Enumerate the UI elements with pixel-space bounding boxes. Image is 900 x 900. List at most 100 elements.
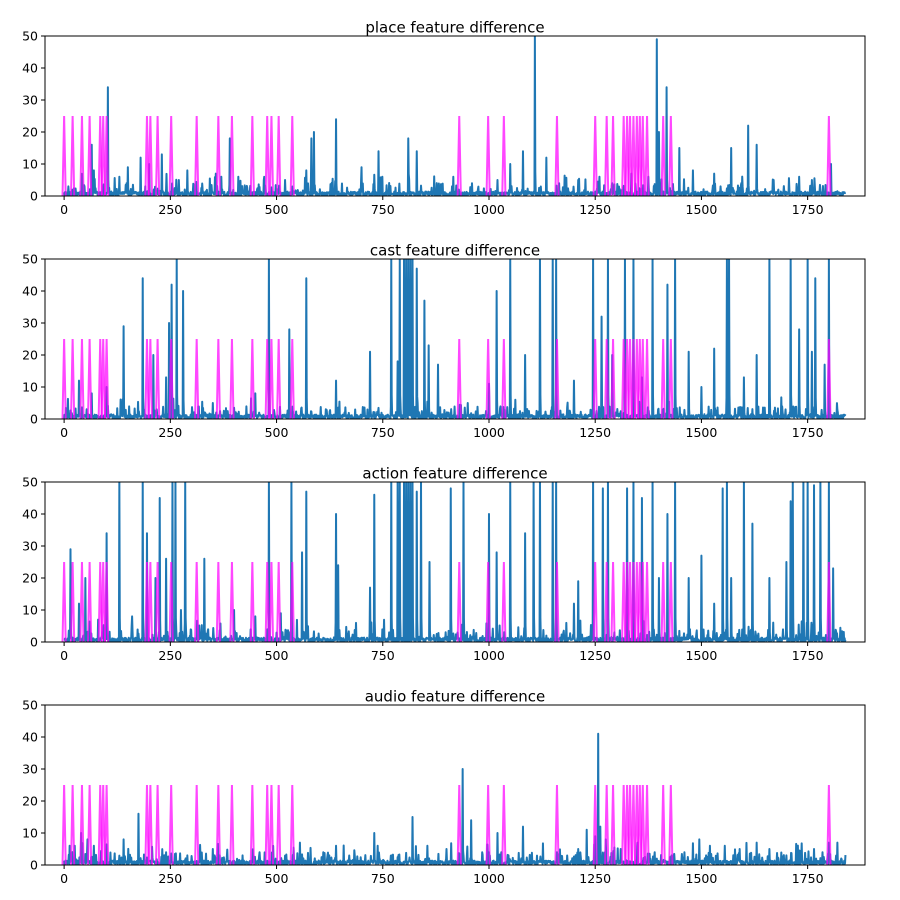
marker-line <box>154 338 161 419</box>
marker-line <box>621 561 627 642</box>
marker-line <box>610 561 616 642</box>
marker-line <box>229 784 235 865</box>
marker-line <box>644 784 650 865</box>
marker-line <box>621 115 627 196</box>
marker-line <box>268 338 275 419</box>
marker-line <box>826 115 832 196</box>
chart-title: cast feature difference <box>370 242 540 260</box>
panel-4: 0 250 500 750 1000 1250 1500 1750 0 10 20 30 40 50 aud… <box>22 688 866 886</box>
x-tick-label: 1000 <box>473 648 505 663</box>
marker-lines <box>61 115 832 196</box>
y-tick-label: 40 <box>22 284 38 299</box>
y-tick-label: 50 <box>22 29 38 44</box>
marker-lines <box>61 338 832 419</box>
marker-line <box>264 338 270 419</box>
x-tick-label: 1500 <box>686 648 718 663</box>
x-tick-label: 1250 <box>579 648 611 663</box>
marker-line <box>100 561 106 642</box>
chart-title: audio feature difference <box>365 688 546 706</box>
x-tick-label: 1500 <box>686 202 718 217</box>
chart-title: action feature difference <box>362 465 547 483</box>
marker-line <box>644 561 650 642</box>
y-tick-label: 10 <box>22 826 38 841</box>
plot-area <box>61 482 847 642</box>
marker-line <box>456 561 462 642</box>
marker-line <box>627 784 633 865</box>
marker-line <box>826 338 832 419</box>
marker-line <box>456 784 462 865</box>
x-tick-label: 750 <box>371 648 395 663</box>
y-tick-label: 50 <box>22 252 38 267</box>
marker-line <box>154 561 161 642</box>
x-tick-label: 750 <box>371 202 395 217</box>
marker-line <box>501 784 507 865</box>
marker-line <box>229 115 235 196</box>
marker-line <box>61 561 67 642</box>
marker-line <box>289 784 295 865</box>
y-tick-label: 30 <box>22 93 38 108</box>
marker-line <box>668 561 674 642</box>
marker-line <box>289 338 295 419</box>
marker-line <box>644 115 650 196</box>
y-tick-label: 0 <box>30 858 38 873</box>
marker-line <box>604 338 610 419</box>
marker-line <box>215 561 221 642</box>
marker-line <box>79 784 85 865</box>
panel-2: 0 250 500 750 1000 1250 1500 1750 0 10 20 30 40 50 cas… <box>22 242 866 440</box>
series-line <box>63 259 847 419</box>
y-tick-label: 0 <box>30 412 38 427</box>
marker-line <box>144 784 150 865</box>
x-tick-label: 1000 <box>473 425 505 440</box>
marker-line <box>168 115 174 196</box>
y-tick-label: 20 <box>22 571 38 586</box>
marker-line <box>61 338 67 419</box>
marker-line <box>668 784 674 865</box>
y-tick-label: 30 <box>22 539 38 554</box>
y-tick-label: 20 <box>22 125 38 140</box>
marker-line <box>194 784 200 865</box>
x-tick-label: 1000 <box>473 871 505 886</box>
marker-line <box>640 338 646 419</box>
x-tick-label: 250 <box>158 871 182 886</box>
x-tick-label: 1750 <box>792 425 824 440</box>
marker-line <box>249 115 255 196</box>
marker-line <box>70 561 76 642</box>
x-tick-label: 1000 <box>473 202 505 217</box>
series-line <box>63 36 847 196</box>
marker-line <box>100 784 106 865</box>
marker-line <box>592 784 598 865</box>
x-tick-label: 750 <box>371 871 395 886</box>
y-tick-label: 50 <box>22 698 38 713</box>
marker-line <box>826 784 832 865</box>
marker-lines <box>61 784 832 865</box>
plot-area <box>61 259 847 419</box>
marker-line <box>276 784 282 865</box>
marker-line <box>154 115 161 196</box>
marker-line <box>229 561 235 642</box>
marker-line <box>604 561 610 642</box>
marker-line <box>554 115 560 196</box>
marker-line <box>144 338 150 419</box>
marker-line <box>70 338 76 419</box>
y-tick-label: 40 <box>22 61 38 76</box>
marker-line <box>87 784 93 865</box>
marker-line <box>215 338 221 419</box>
marker-line <box>630 561 637 642</box>
marker-line <box>621 338 627 419</box>
marker-line <box>485 561 491 642</box>
marker-line <box>826 561 832 642</box>
y-tick-label: 0 <box>30 189 38 204</box>
marker-line <box>621 784 627 865</box>
marker-line <box>87 561 93 642</box>
marker-line <box>168 338 174 419</box>
x-tick-label: 1750 <box>792 871 824 886</box>
series-line <box>63 482 847 642</box>
y-tick-label: 20 <box>22 794 38 809</box>
panel-1: 0 250 500 750 1000 1250 1500 1750 0 10 20 30 40 50 pla… <box>22 19 866 217</box>
marker-line <box>215 784 221 865</box>
marker-line <box>100 338 106 419</box>
marker-line <box>592 338 598 419</box>
marker-line <box>630 115 637 196</box>
x-tick-label: 0 <box>60 871 68 886</box>
marker-line <box>610 338 616 419</box>
